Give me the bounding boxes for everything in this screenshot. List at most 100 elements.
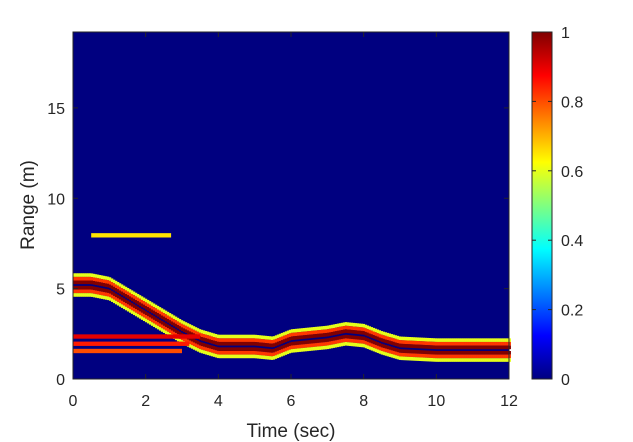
- heatmap-cell: [124, 294, 128, 298]
- heatmap-cell: [254, 347, 258, 352]
- heatmap-cell: [190, 328, 194, 333]
- heatmap-cell: [490, 350, 493, 355]
- heatmap-cell: [254, 338, 258, 343]
- heatmap-cell: [178, 326, 182, 330]
- heatmap-cell: [106, 296, 110, 301]
- heatmap-cell: [102, 292, 106, 296]
- heatmap-cell: [484, 354, 487, 359]
- heatmap-cell: [446, 350, 449, 355]
- heatmap-cell: [164, 323, 168, 327]
- heatmap-cell: [316, 326, 320, 331]
- heatmap-cell: [182, 337, 186, 342]
- heatmap-cell: [100, 282, 104, 287]
- heatmap-cell: [396, 355, 400, 360]
- heatmap-cell: [340, 335, 344, 340]
- heatmap-cell: [372, 335, 376, 339]
- heatmap-cell: [142, 297, 146, 302]
- heatmap-cell: [396, 352, 400, 356]
- heatmap-cell: [346, 329, 350, 334]
- heatmap-cell: [304, 331, 308, 336]
- heatmap-cell: [172, 331, 176, 336]
- heatmap-cell: [478, 341, 481, 346]
- heatmap-cell: [506, 350, 509, 355]
- heatmap-cell: [110, 298, 114, 302]
- heatmap-cell: [426, 350, 429, 355]
- heatmap-cell: [128, 305, 132, 310]
- heatmap-cell: [456, 358, 459, 362]
- heatmap-cell: [110, 282, 114, 286]
- heatmap-cell: [382, 331, 386, 336]
- heatmap-cell: [328, 325, 332, 329]
- heatmap-cell: [502, 358, 505, 362]
- heatmap-cell: [118, 295, 122, 300]
- colorbar-tick-label: 0.6: [561, 164, 583, 181]
- heatmap-cell: [420, 353, 424, 358]
- heatmap-cell: [374, 341, 378, 345]
- heatmap-cell: [184, 338, 188, 343]
- heatmap-cell: [220, 354, 224, 359]
- heatmap-cell: [266, 336, 270, 340]
- heatmap-cell: [350, 335, 354, 339]
- heatmap-cell: [390, 341, 394, 345]
- heatmap-cell: [374, 335, 378, 340]
- heatmap-cell: [492, 341, 495, 346]
- heatmap-cell: [482, 345, 485, 350]
- heatmap-cell: [498, 341, 501, 346]
- heatmap-cell: [244, 341, 248, 346]
- heatmap-cell: [114, 280, 118, 285]
- heatmap-cell: [288, 329, 292, 334]
- heatmap-cell: [272, 339, 276, 344]
- heatmap-cell: [280, 332, 284, 337]
- heatmap-cell: [294, 332, 298, 337]
- heatmap-cell: [358, 327, 362, 331]
- heatmap-cell: [150, 302, 154, 306]
- heatmap-cell: [420, 344, 424, 349]
- heatmap-cell: [286, 337, 290, 342]
- heatmap-cell: [222, 354, 226, 359]
- heatmap-cell: [346, 334, 350, 339]
- heatmap-cell: [258, 355, 262, 359]
- heatmap-cell: [75, 276, 78, 281]
- heatmap-cell: [488, 345, 491, 350]
- heatmap-cell: [158, 326, 162, 331]
- heatmap-cell: [384, 352, 388, 356]
- heatmap-cell: [328, 328, 332, 333]
- heatmap-cell: [124, 306, 128, 311]
- heatmap-cell: [126, 300, 130, 305]
- heatmap-cell: [260, 339, 264, 343]
- heatmap-cell: [374, 348, 378, 353]
- heatmap-cell: [234, 350, 238, 355]
- heatmap-cell: [396, 343, 400, 347]
- heatmap-cell: [96, 287, 100, 291]
- heatmap-cell: [212, 353, 216, 357]
- heatmap-cell: [326, 332, 330, 337]
- heatmap-cell: [172, 315, 176, 320]
- heatmap-cell: [404, 344, 408, 348]
- heatmap-cell: [174, 329, 178, 333]
- heatmap-cell: [276, 341, 280, 346]
- heatmap-cell: [478, 345, 481, 350]
- heatmap-cell: [290, 341, 294, 346]
- heatmap-cell: [144, 311, 148, 315]
- heatmap-cell: [308, 340, 312, 344]
- heatmap-cell: [77, 285, 80, 290]
- heatmap-cell: [498, 338, 501, 342]
- heatmap-cell: [420, 341, 424, 345]
- heatmap-cell: [114, 297, 118, 301]
- heatmap-cell: [484, 350, 487, 355]
- heatmap-cell: [462, 350, 465, 355]
- heatmap-cell: [204, 350, 208, 355]
- heatmap-cell: [280, 352, 284, 357]
- heatmap-cell: [422, 350, 426, 354]
- heatmap-cell: [112, 279, 116, 284]
- heatmap-cell: [374, 332, 378, 336]
- heatmap-cell: [154, 324, 158, 329]
- heatmap-cell: [100, 279, 104, 283]
- heatmap-cell: [426, 341, 429, 346]
- heatmap-cell: [370, 330, 374, 335]
- heatmap-cell: [140, 299, 144, 304]
- heatmap-cell: [162, 316, 166, 321]
- heatmap-cell: [428, 345, 431, 349]
- heatmap-cell: [500, 358, 503, 362]
- heatmap-cell: [296, 341, 300, 345]
